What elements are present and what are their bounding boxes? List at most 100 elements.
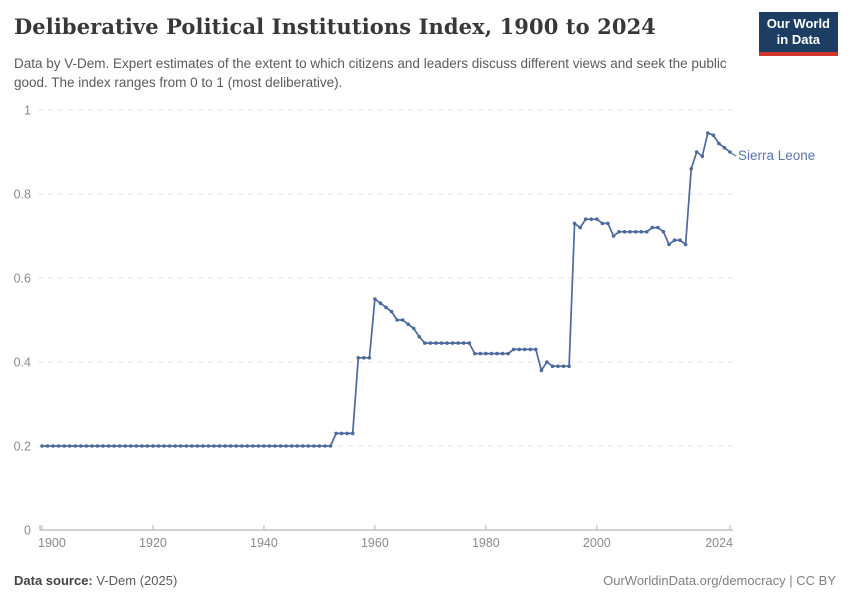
data-point: [190, 444, 194, 448]
data-point: [90, 444, 94, 448]
data-point: [517, 347, 521, 352]
data-point: [622, 230, 627, 234]
data-point: [400, 318, 405, 322]
data-point: [700, 154, 705, 158]
data-point: [95, 444, 100, 448]
data-point: [84, 444, 89, 448]
data-point: [556, 364, 560, 369]
data-source-value: V-Dem (2025): [92, 573, 178, 588]
entity-label[interactable]: Sierra Leone: [738, 148, 815, 163]
data-point: [145, 444, 150, 448]
y-tick-label: 0.2: [14, 440, 31, 454]
data-point: [489, 351, 494, 356]
data-point: [301, 444, 305, 448]
data-point: [339, 431, 344, 436]
chart-subtitle: Data by V-Dem. Expert estimates of the e…: [14, 56, 727, 91]
data-point: [467, 341, 472, 345]
data-point: [717, 141, 721, 146]
y-tick-label: 0.6: [14, 272, 31, 286]
data-point: [722, 146, 727, 150]
data-point: [134, 444, 139, 448]
chart-line[interactable]: [41, 132, 731, 447]
x-tick-label: 1960: [361, 536, 389, 550]
data-point: [129, 444, 133, 448]
data-point: [350, 431, 355, 436]
data-point: [289, 444, 294, 448]
data-point: [667, 242, 671, 247]
x-tick-label: 2000: [583, 536, 611, 550]
owid-logo-line1: Our World: [766, 16, 830, 31]
data-point: [101, 444, 105, 448]
data-point: [362, 356, 366, 360]
data-point: [273, 444, 277, 448]
data-point: [534, 347, 538, 352]
data-point: [217, 444, 222, 448]
data-point: [245, 444, 250, 448]
x-tick-label: 1980: [472, 536, 500, 550]
data-point: [51, 444, 55, 448]
data-point: [323, 444, 327, 448]
y-tick-label: 0: [24, 524, 31, 538]
data-point: [173, 444, 177, 448]
data-point: [140, 444, 144, 448]
data-point: [639, 230, 643, 234]
x-tick-label: 1940: [250, 536, 278, 550]
data-point: [711, 133, 716, 137]
data-point: [578, 225, 582, 230]
data-point: [484, 351, 488, 356]
data-point: [284, 444, 288, 448]
data-point: [62, 444, 66, 448]
line-chart-canvas[interactable]: 0 0.2 0.4 0.6 0.8 1 1900 1920 1940 1960 1980 2000 20…: [0, 95, 850, 565]
data-point: [600, 221, 605, 226]
data-point: [628, 230, 632, 234]
data-point: [672, 238, 677, 242]
data-point: [478, 351, 483, 356]
data-point: [500, 351, 505, 356]
data-point: [439, 341, 444, 345]
data-point: [256, 444, 261, 448]
data-point: [262, 444, 266, 448]
data-point: [389, 309, 394, 314]
data-point: [567, 364, 571, 369]
data-point: [328, 444, 333, 448]
data-point: [162, 444, 166, 448]
data-point: [117, 444, 122, 448]
data-point: [151, 444, 155, 448]
data-point: [267, 444, 272, 448]
chart-area[interactable]: 0 0.2 0.4 0.6 0.8 1 1900 1920 1940 1960 1980 2000 20…: [0, 95, 850, 570]
owid-logo[interactable]: Our World in Data: [758, 12, 838, 56]
data-point: [611, 234, 616, 238]
data-point: [228, 444, 233, 448]
data-point: [295, 444, 300, 448]
data-point: [112, 444, 116, 448]
data-point: [106, 444, 111, 448]
footer-credit-link[interactable]: OurWorldinData.org/democracy | CC BY: [603, 573, 836, 588]
data-point: [550, 364, 555, 369]
y-tick-label: 0.4: [14, 356, 31, 370]
data-point: [239, 444, 244, 448]
data-point: [206, 444, 211, 448]
data-point: [434, 341, 438, 345]
y-tick-label: 0.8: [14, 188, 31, 202]
label-connector: [730, 152, 737, 157]
data-point: [345, 431, 350, 436]
data-point: [595, 217, 599, 221]
data-point: [445, 341, 449, 345]
data-point: [384, 305, 388, 310]
data-point: [661, 230, 666, 234]
data-point: [606, 221, 610, 226]
data-point: [167, 444, 172, 448]
data-point: [689, 167, 693, 171]
data-point: [56, 444, 61, 448]
data-point: [617, 230, 621, 234]
data-point: [583, 217, 588, 221]
data-point: [428, 341, 433, 345]
data-point: [45, 444, 50, 448]
data-point: [645, 230, 649, 234]
data-point: [423, 341, 427, 345]
data-point: [201, 444, 205, 448]
data-point: [528, 347, 533, 352]
data-point: [378, 301, 383, 305]
data-point: [195, 444, 200, 448]
